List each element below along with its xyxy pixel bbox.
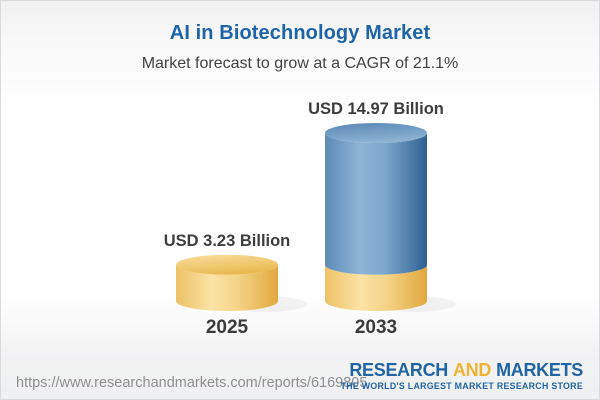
brand-logo-tagline: THE WORLD'S LARGEST MARKET RESEARCH STOR…	[340, 381, 583, 391]
cylinder-top-2025	[176, 254, 278, 275]
cylinder-shadow	[223, 296, 307, 312]
value-label-2025: USD 3.23 Billion	[164, 232, 291, 250]
cylinders-group	[176, 123, 456, 312]
cylinder-shadow	[372, 296, 456, 312]
report-url: https://www.researchandmarkets.com/repor…	[16, 375, 368, 391]
logo-word-and: AND	[452, 360, 492, 380]
logo-word-markets: MARKETS	[496, 360, 583, 380]
cylinder-base-2033	[325, 264, 427, 311]
cylinder-body-2025	[176, 264, 278, 311]
chart-title: AI in Biotechnology Market	[169, 22, 431, 44]
chart-header: AI in Biotechnology Market Market foreca…	[1, 1, 599, 73]
year-label-2025: 2025	[206, 317, 249, 338]
cylinder-top-2033	[325, 123, 427, 143]
year-label-2033: 2033	[355, 317, 397, 338]
brand-logo: RESEARCH AND MARKETS THE WORLD'S LARGEST…	[340, 361, 584, 391]
cylinder-body-2033	[325, 133, 427, 275]
value-label-2033: USD 14.97 Billion	[308, 100, 444, 118]
chart-subtitle: Market forecast to grow at a CAGR of 21.…	[141, 55, 459, 72]
logo-word-research: RESEARCH	[349, 360, 448, 380]
brand-logo-wordmark: RESEARCH AND MARKETS	[341, 361, 583, 379]
